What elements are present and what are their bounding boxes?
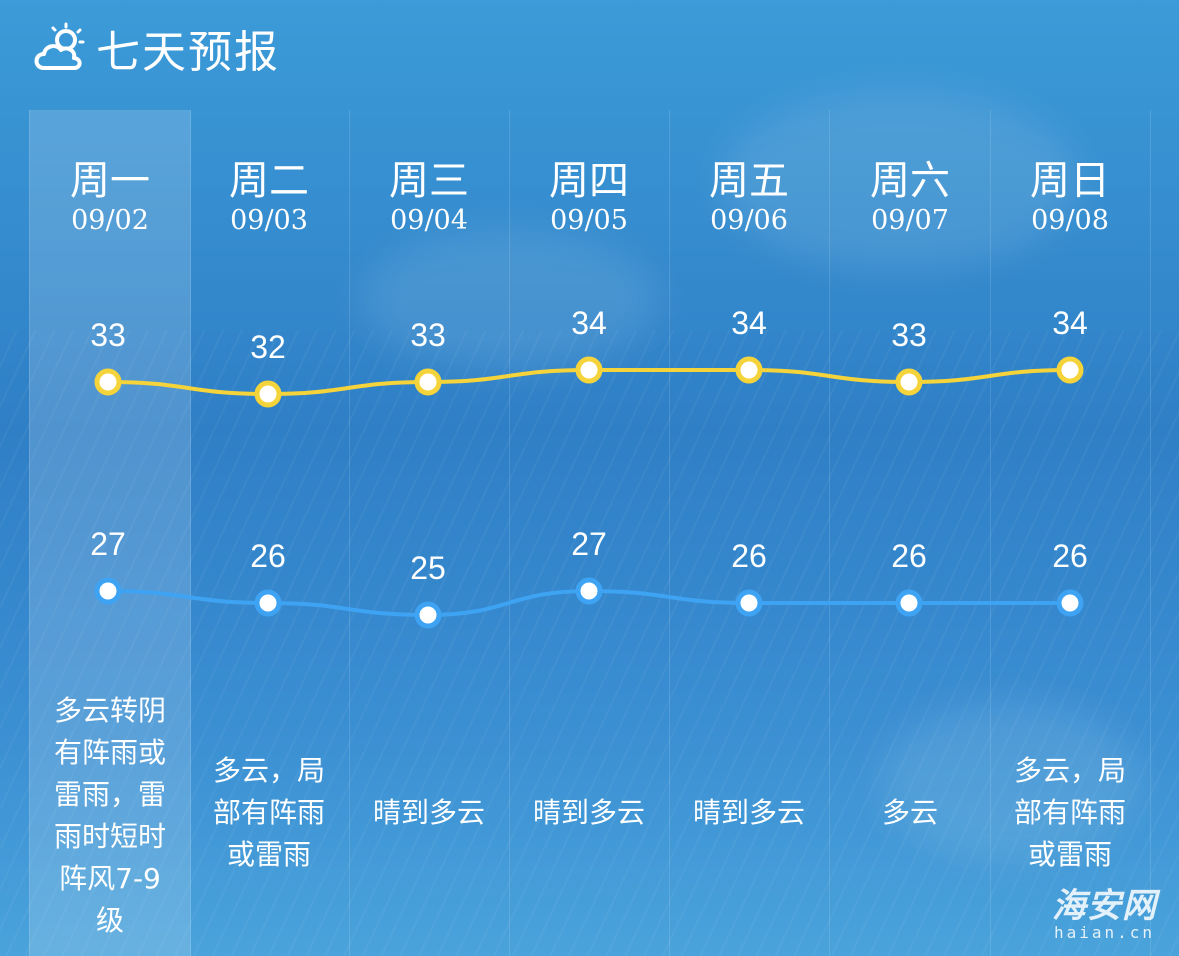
high-temperature-point[interactable] <box>735 356 763 384</box>
high-temperature-label: 33 <box>410 317 446 353</box>
weather-description: 多云转阴 有阵雨或 雷雨，雷 雨时短时 阵风7-9 级 <box>53 694 166 937</box>
day-column[interactable]: 周一 09/02 多云转阴 有阵雨或 雷雨，雷 雨时短时 阵风7-9 级 <box>29 110 191 956</box>
date-label: 09/06 <box>710 205 788 236</box>
day-label: 周三 <box>389 158 469 204</box>
high-temperature-point[interactable] <box>414 368 442 396</box>
weather-description: 晴到多云 <box>692 796 805 829</box>
watermark: 海安网 haian.cn <box>1052 878 1157 942</box>
date-label: 09/04 <box>390 205 468 236</box>
weather-description: 多云，局 部有阵雨 或雷雨 <box>212 754 325 871</box>
high-temperature-point[interactable] <box>895 368 923 396</box>
low-temperature-label: 26 <box>891 538 927 574</box>
low-temperature-label: 25 <box>410 550 446 586</box>
day-column[interactable]: 周六 09/07 多云 <box>830 110 991 956</box>
low-temperature-point[interactable] <box>735 589 763 617</box>
day-column[interactable]: 周五 09/06 晴到多云 <box>669 110 830 956</box>
day-label: 周一 <box>70 158 150 204</box>
low-temperature-point[interactable] <box>895 589 923 617</box>
page-title: 七天预报 <box>96 27 280 78</box>
day-label: 周日 <box>1030 158 1110 204</box>
low-temperature-label: 26 <box>731 538 767 574</box>
background-cloud <box>880 700 1140 860</box>
watermark-logo-text: 海安网 <box>1052 886 1157 926</box>
background-cloud <box>360 230 660 370</box>
high-temperature-label: 33 <box>90 317 126 353</box>
high-temperature-label: 34 <box>571 305 607 341</box>
day-column[interactable]: 周三 09/04 晴到多云 <box>349 110 510 956</box>
high-temperature-label: 33 <box>891 317 927 353</box>
day-column[interactable]: 周二 09/03 多云，局 部有阵雨 或雷雨 <box>189 110 350 956</box>
day-label: 周五 <box>709 158 789 204</box>
background-cloud <box>720 90 1080 270</box>
watermark-url: haian.cn <box>1053 923 1156 942</box>
low-temperature-point[interactable] <box>1056 589 1084 617</box>
low-temperature-label: 27 <box>90 526 126 562</box>
weather-description: 晴到多云 <box>372 796 485 829</box>
low-temperature-label: 26 <box>1052 538 1088 574</box>
date-label: 09/08 <box>1031 205 1109 236</box>
day-label: 周六 <box>870 158 950 204</box>
low-temperature-point[interactable] <box>575 577 603 605</box>
date-label: 09/07 <box>871 205 949 236</box>
high-temperature-label: 32 <box>250 329 286 365</box>
low-temperature-point[interactable] <box>254 589 282 617</box>
low-temperature-point[interactable] <box>94 577 122 605</box>
day-column[interactable]: 周日 09/08 多云，局 部有阵雨 或雷雨 <box>990 110 1151 956</box>
date-label: 09/03 <box>230 205 308 236</box>
high-temperature-point[interactable] <box>94 368 122 396</box>
day-label: 周四 <box>549 158 629 204</box>
date-label: 09/05 <box>550 205 628 236</box>
weather-description: 多云 <box>881 796 938 829</box>
date-label: 09/02 <box>71 205 149 236</box>
cloud-sun-icon <box>34 22 85 70</box>
day-column[interactable]: 周四 09/05 晴到多云 <box>509 110 670 956</box>
low-temperature-point[interactable] <box>414 601 442 629</box>
header: 七天预报 <box>30 18 280 78</box>
high-temperature-point[interactable] <box>254 380 282 408</box>
high-temperature-point[interactable] <box>1056 356 1084 384</box>
high-temperature-label: 34 <box>1052 305 1088 341</box>
weather-description: 多云，局 部有阵雨 或雷雨 <box>1013 754 1126 871</box>
high-temperature-label: 34 <box>731 305 767 341</box>
weather-description: 晴到多云 <box>532 796 645 829</box>
day-label: 周二 <box>229 158 309 204</box>
high-temperature-point[interactable] <box>575 356 603 384</box>
low-temperature-label: 27 <box>571 526 607 562</box>
low-temperature-label: 26 <box>250 538 286 574</box>
